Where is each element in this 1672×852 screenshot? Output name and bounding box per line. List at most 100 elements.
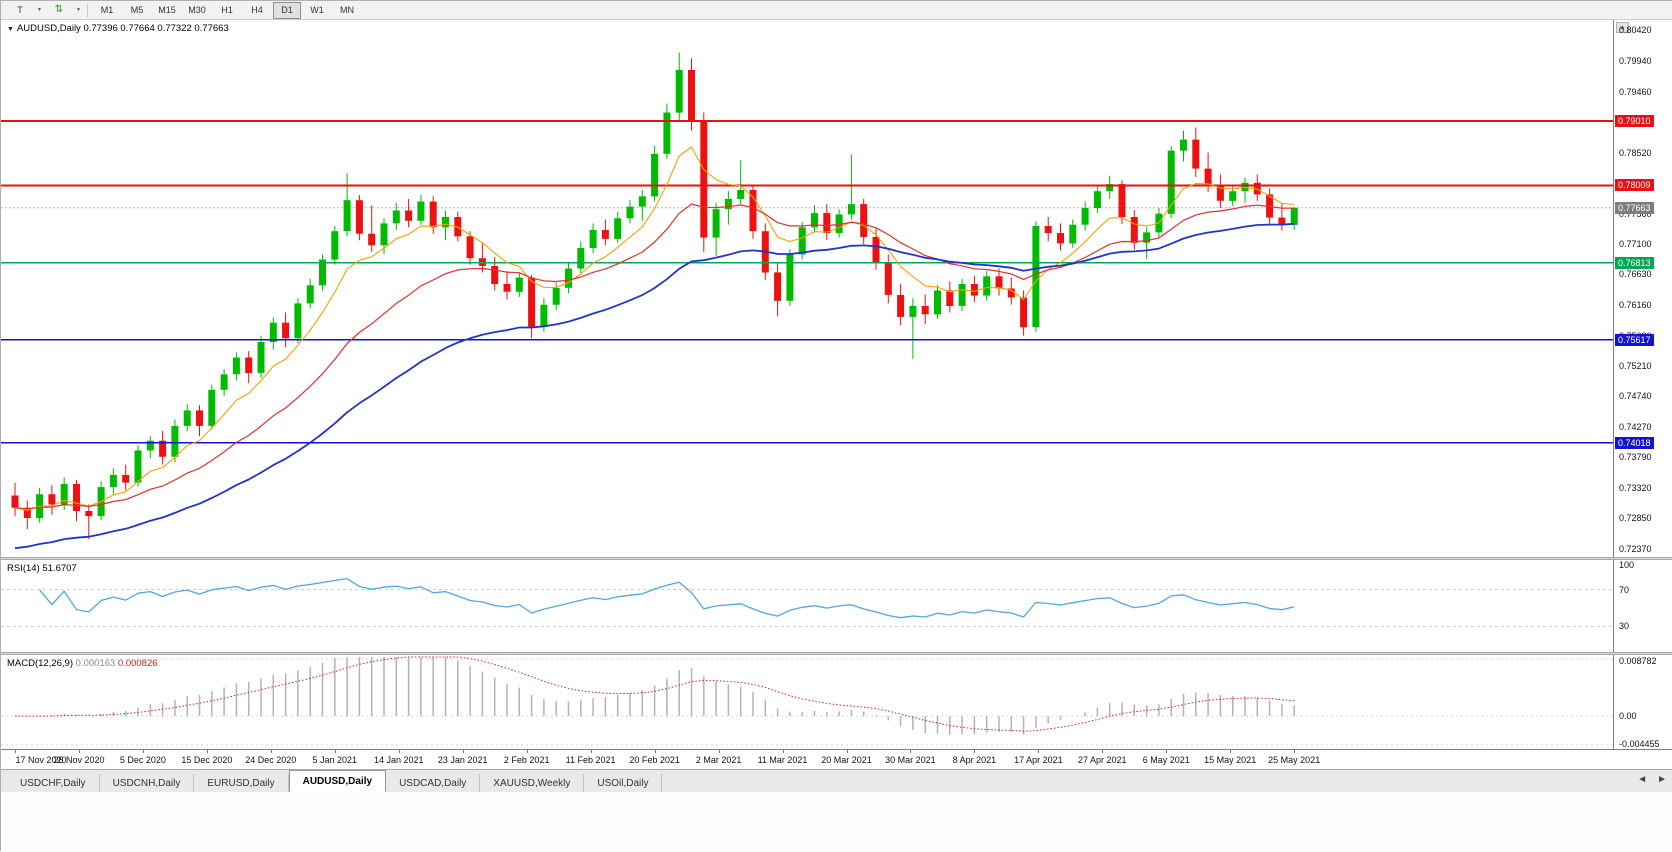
rsi-indicator-pane[interactable]: RSI(14) 51.6707 xyxy=(1,560,1613,652)
timeframe-button-m5[interactable]: M5 xyxy=(130,5,144,15)
date-label: 11 Feb 2021 xyxy=(565,755,616,765)
chevron-down-icon: ▼ xyxy=(37,6,42,13)
level-price-tag: 0.76813 xyxy=(1615,256,1654,269)
macd-axis-label: 0.00 xyxy=(1619,711,1637,722)
date-tick xyxy=(1102,750,1104,753)
tab-audusd-daily[interactable]: AUDUSD,Daily xyxy=(288,770,387,792)
tab-scroll-left-icon[interactable]: ◄ xyxy=(1637,774,1648,785)
date-tick xyxy=(654,750,656,753)
collapse-icon[interactable]: ▼ xyxy=(7,26,14,33)
price-axis-label: 0.76160 xyxy=(1619,299,1652,310)
date-tick xyxy=(590,750,592,753)
date-tick xyxy=(1230,750,1232,753)
current-price-tag: 0.77663 xyxy=(1615,201,1654,214)
horizontal-level-lines[interactable] xyxy=(1,120,1613,444)
time-axis[interactable]: 17 Nov 2020 26 Nov 2020 5 Dec 2020 15 Dec 2… xyxy=(1,749,1672,769)
tab-usoil-daily[interactable]: USOil,Daily xyxy=(584,774,663,792)
date-tick xyxy=(782,750,784,753)
date-label: 27 Apr 2021 xyxy=(1078,755,1127,765)
date-tick xyxy=(526,750,528,753)
tick-chart-button[interactable]: T xyxy=(17,5,23,15)
chart-arrange-dropdown[interactable]: ▼ xyxy=(74,3,83,18)
price-axis-label: 0.73790 xyxy=(1619,452,1652,463)
date-label: 14 Jan 2021 xyxy=(374,755,424,765)
tab-usdcad-daily[interactable]: USDCAD,Daily xyxy=(386,774,481,792)
toolbar-separator xyxy=(87,3,88,17)
date-label: 20 Mar 2021 xyxy=(821,755,872,765)
rsi-level-lines xyxy=(1,589,1613,627)
tab-usdchf-daily[interactable]: USDCHF,Daily xyxy=(7,774,100,792)
chart-arrange-button[interactable]: ⇅ xyxy=(45,2,73,19)
chart-title-text: AUDUSD,Daily 0.77396 0.77664 0.77322 0.7… xyxy=(16,23,229,34)
macd-name: MACD(12,26,9) xyxy=(7,658,73,669)
macd-grid-lines xyxy=(1,658,1613,746)
rsi-label: RSI(14) 51.6707 xyxy=(7,563,77,574)
timeframe-button-w1[interactable]: W1 xyxy=(310,5,324,15)
tab-xauusd-weekly[interactable]: XAUUSD,Weekly xyxy=(480,774,585,792)
date-tick xyxy=(15,750,16,753)
date-label: 30 Mar 2021 xyxy=(885,755,936,765)
macd-signal-value: 0.000826 xyxy=(117,658,158,669)
date-tick xyxy=(462,750,464,753)
tick-chart-dropdown[interactable]: ▼ xyxy=(35,3,44,18)
price-axis-label: 0.79460 xyxy=(1619,86,1652,97)
date-tick xyxy=(1038,750,1040,753)
date-label: 26 Nov 2020 xyxy=(53,755,105,765)
date-tick xyxy=(334,750,336,753)
price-axis-label: 0.74740 xyxy=(1619,391,1652,402)
price-axis-label: 0.72370 xyxy=(1619,544,1652,554)
macd-chart[interactable] xyxy=(1,655,1613,749)
tab-usdcnh-daily[interactable]: USDCNH,Daily xyxy=(100,774,195,792)
timeframe-button-m15[interactable]: M15 xyxy=(158,5,176,15)
timeframe-button-mn[interactable]: MN xyxy=(340,5,354,15)
timeframe-button-d1[interactable]: D1 xyxy=(273,1,301,19)
status-area xyxy=(1,792,1672,852)
macd-histogram xyxy=(26,657,1295,736)
tab-scroll-right-icon[interactable]: ► xyxy=(1657,774,1667,785)
price-chart[interactable] xyxy=(1,20,1613,557)
date-label: 23 Jan 2021 xyxy=(437,755,488,765)
level-price-tag: 0.78009 xyxy=(1615,179,1654,192)
arrows-icon: ⇅ xyxy=(54,4,64,15)
date-tick xyxy=(974,750,976,753)
date-label: 25 May 2021 xyxy=(1268,755,1321,765)
macd-indicator-pane[interactable]: MACD(12,26,9) 0.000163 0.000826 xyxy=(1,655,1613,749)
price-axis-label: 0.77560 xyxy=(1619,209,1652,220)
level-price-tag: 0.74018 xyxy=(1615,436,1654,449)
date-label: 5 Dec 2020 xyxy=(119,755,166,765)
price-axis-label: 0.72850 xyxy=(1619,513,1652,524)
price-axis[interactable]: ▲ 0.804200.799400.794600.789800.785200.7… xyxy=(1613,20,1672,557)
price-axis-label: 0.74270 xyxy=(1619,421,1652,432)
price-axis-label: 0.80420 xyxy=(1619,25,1652,35)
date-tick xyxy=(910,750,912,753)
date-label: 5 Jan 2021 xyxy=(312,755,358,765)
date-label: 15 May 2021 xyxy=(1204,755,1257,765)
date-label: 15 Dec 2020 xyxy=(181,755,233,765)
rsi-chart[interactable] xyxy=(1,560,1613,652)
macd-axis-label: 0.008782 xyxy=(1619,656,1657,666)
price-axis-label: 0.79940 xyxy=(1619,55,1652,66)
date-label: 8 Apr 2021 xyxy=(952,755,997,765)
price-chart-pane[interactable]: ▼ AUDUSD,Daily 0.77396 0.77664 0.77322 0.… xyxy=(1,20,1613,557)
date-tick xyxy=(206,750,208,753)
price-axis-label: 0.76630 xyxy=(1619,269,1652,280)
rsi-axis[interactable]: 100 70 30 xyxy=(1613,560,1672,652)
toolbar: T ▼ ⇅ ▼ M1 M5 M15 M30 H1 H4 D1 W1 MN xyxy=(1,1,1672,20)
pane-splitter[interactable] xyxy=(1,652,1672,655)
timeframe-button-m30[interactable]: M30 xyxy=(188,5,206,15)
macd-axis[interactable]: 0.008782 0.00 -0.004455 xyxy=(1613,655,1672,749)
rsi-axis-label: 30 xyxy=(1619,621,1630,632)
timeframe-button-h1[interactable]: H1 xyxy=(221,5,233,15)
tab-navigation: ◄ ► xyxy=(1637,774,1667,785)
symbol-tab-bar: USDCHF,Daily USDCNH,Daily EURUSD,Daily AUDU… xyxy=(1,769,1672,792)
timeframe-button-h4[interactable]: H4 xyxy=(251,5,263,15)
pane-splitter[interactable] xyxy=(1,557,1672,560)
timeframe-button-m1[interactable]: M1 xyxy=(100,5,114,15)
scroll-up-button[interactable]: ▲ xyxy=(1616,22,1629,33)
date-label: 6 May 2021 xyxy=(1142,755,1190,765)
price-axis-label: 0.78520 xyxy=(1619,147,1652,158)
candlesticks xyxy=(11,52,1298,540)
tab-eurusd-daily[interactable]: EURUSD,Daily xyxy=(194,774,289,792)
date-tick xyxy=(718,750,720,753)
